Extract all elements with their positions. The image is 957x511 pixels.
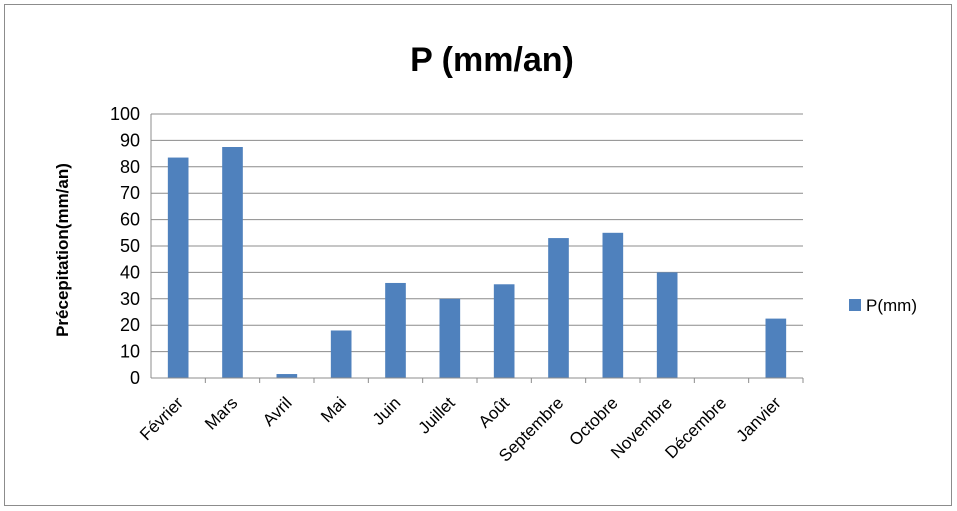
chart-title: P (mm/an) <box>410 41 574 79</box>
y-axis-label: Précepitation(mm/an) <box>53 163 72 337</box>
x-tick-label-mars: Mars <box>201 393 241 433</box>
y-tick-label-20: 20 <box>120 315 140 335</box>
y-tick-label-90: 90 <box>120 130 140 150</box>
x-tick-label-aout: Août <box>475 393 513 431</box>
legend: P(mm) <box>849 296 917 315</box>
x-tick-label-octobre: Octobre <box>565 393 621 449</box>
bars <box>167 147 787 378</box>
bar-aout <box>493 284 515 378</box>
x-tick-label-avril: Avril <box>259 393 296 430</box>
bar-mai <box>330 330 352 378</box>
y-tick-label-50: 50 <box>120 236 140 256</box>
y-tick-label-0: 0 <box>130 368 140 388</box>
x-tick-label-juin: Juin <box>369 393 404 428</box>
legend-swatch <box>849 299 861 311</box>
x-tick-labels: Février Mars Avril Mai Juin Juillet AoûtSeptem… <box>136 393 785 465</box>
axes <box>150 114 804 383</box>
legend-label-p-mm: P(mm) <box>866 296 917 315</box>
gridlines <box>151 113 803 353</box>
bar-juillet <box>439 298 461 378</box>
y-tick-label-70: 70 <box>120 183 140 203</box>
y-tick-label-80: 80 <box>120 157 140 177</box>
bar-novembre <box>656 272 678 378</box>
y-tick-label-10: 10 <box>120 342 140 362</box>
bar-septembre <box>548 238 569 378</box>
bar-chart: P (mm/an) Précepitation(mm/an) 0 10 20 30 40… <box>53 41 917 466</box>
bar-juin <box>385 282 406 378</box>
x-tick-label-fevrier: Février <box>136 393 187 444</box>
bar-octobre <box>602 232 624 378</box>
y-tick-label-100: 100 <box>110 104 140 124</box>
bar-mars <box>222 147 243 378</box>
x-tick-label-mai: Mai <box>317 393 350 426</box>
y-tick-label-60: 60 <box>120 210 140 230</box>
y-tick-labels: 0 10 20 30 40 50 60 70 80 90 100 <box>110 104 140 388</box>
bar-janvier <box>765 318 787 378</box>
y-tick-label-40: 40 <box>120 262 140 282</box>
x-tick-label-janvier: Janvier <box>732 393 784 445</box>
bar-fevrier <box>167 157 189 378</box>
chart-frame: P (mm/an) Précepitation(mm/an) 0 10 20 30 40… <box>4 4 952 506</box>
y-tick-label-30: 30 <box>120 289 140 309</box>
x-tick-label-juillet: Juillet <box>414 393 458 437</box>
bar-avril <box>276 374 298 378</box>
